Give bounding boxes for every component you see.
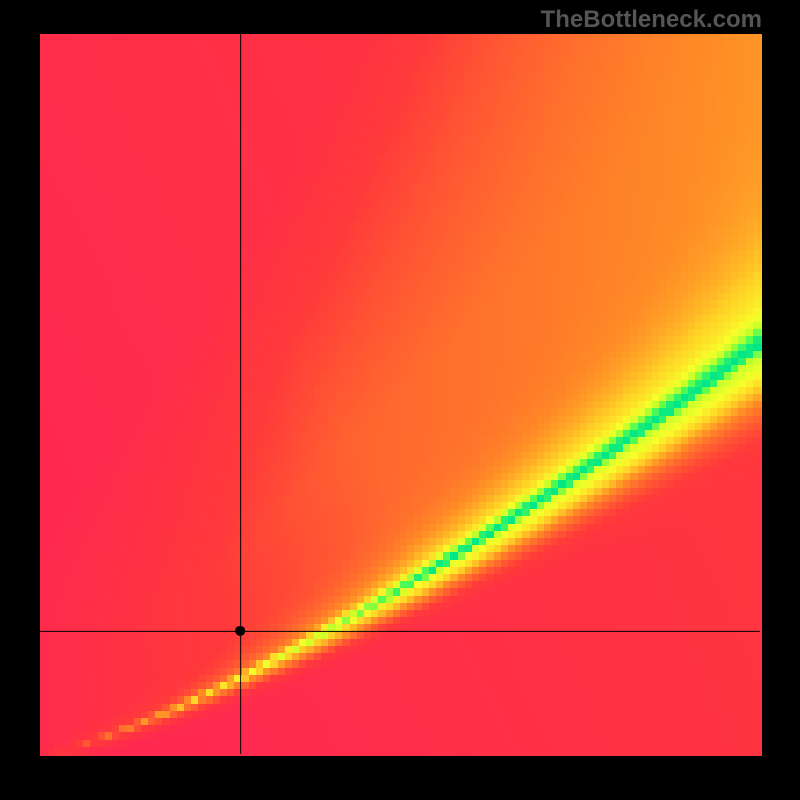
watermark-text: TheBottleneck.com xyxy=(541,6,762,34)
heatmap-canvas xyxy=(0,0,800,800)
